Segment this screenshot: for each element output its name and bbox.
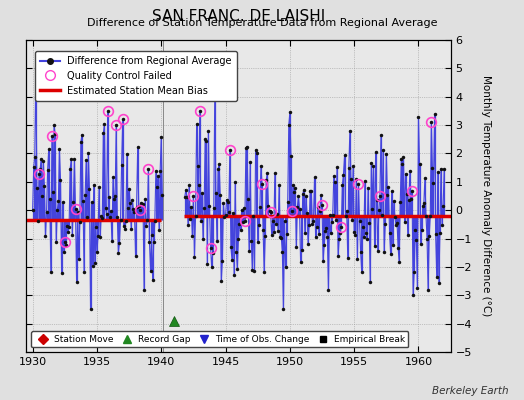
Title: SAN FRANC. DE LAISHI: SAN FRANC. DE LAISHI xyxy=(152,8,325,24)
Text: Difference of Station Temperature Data from Regional Average: Difference of Station Temperature Data f… xyxy=(87,18,437,28)
Legend: Station Move, Record Gap, Time of Obs. Change, Empirical Break: Station Move, Record Gap, Time of Obs. C… xyxy=(31,331,408,348)
Text: Berkeley Earth: Berkeley Earth xyxy=(432,386,508,396)
Y-axis label: Monthly Temperature Anomaly Difference (°C): Monthly Temperature Anomaly Difference (… xyxy=(482,75,492,317)
